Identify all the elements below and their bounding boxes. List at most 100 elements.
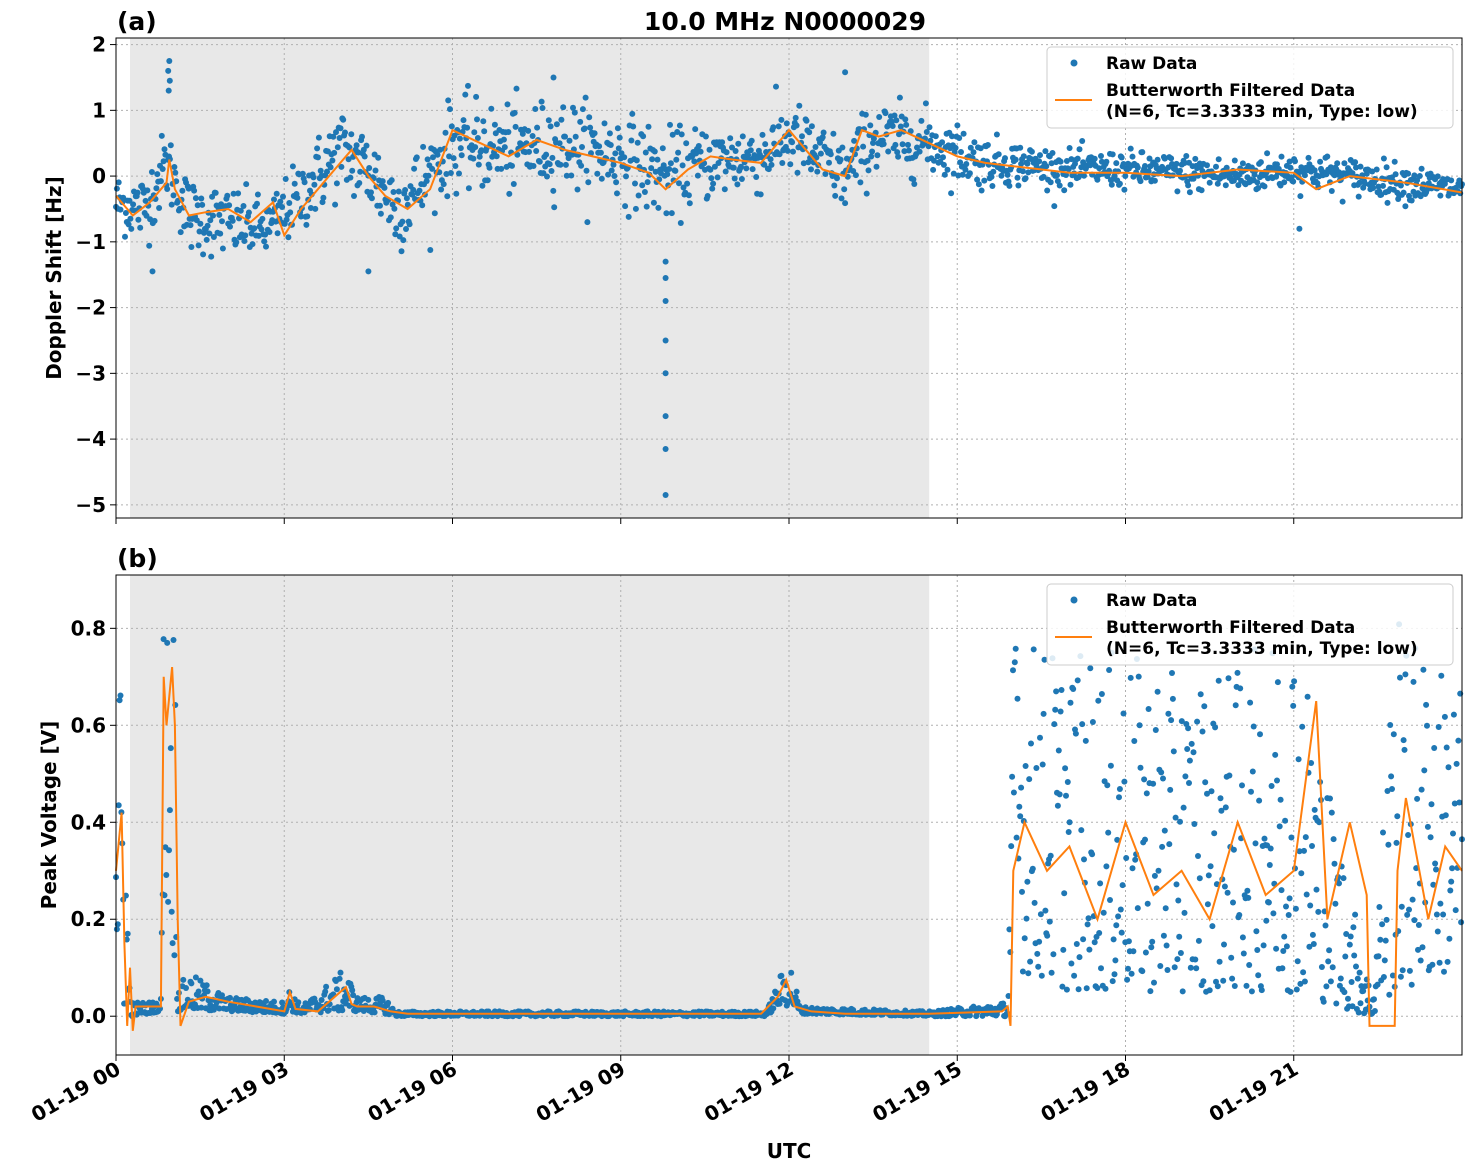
raw-data-point [1290, 178, 1297, 185]
raw-data-point [402, 187, 409, 193]
raw-data-point [1056, 791, 1063, 798]
raw-data-point [1431, 745, 1438, 751]
raw-data-point [1295, 756, 1302, 763]
raw-data-point [1278, 153, 1285, 160]
raw-data-point [1382, 937, 1389, 944]
raw-data-point [591, 130, 598, 137]
raw-data-point [1074, 677, 1081, 684]
raw-data-point [683, 140, 690, 147]
raw-data-point [1294, 958, 1301, 965]
raw-data-point [170, 192, 177, 199]
raw-data-point [1256, 797, 1263, 804]
raw-data-point [1353, 164, 1359, 171]
raw-data-point [776, 151, 783, 158]
raw-data-point [445, 97, 452, 104]
raw-data-point [113, 185, 120, 192]
raw-data-point [691, 158, 698, 165]
raw-data-point [1253, 928, 1260, 935]
raw-data-point [1123, 855, 1130, 861]
raw-data-point [486, 164, 493, 171]
raw-data-point [248, 230, 255, 237]
raw-data-point [301, 179, 308, 186]
raw-data-point [667, 160, 674, 167]
raw-data-point [1448, 878, 1455, 885]
raw-data-point [1349, 1003, 1356, 1010]
raw-data-point [165, 898, 172, 905]
raw-data-point [1214, 180, 1221, 187]
raw-data-point [1172, 814, 1179, 821]
raw-data-point [279, 999, 286, 1006]
raw-data-point [1282, 817, 1289, 824]
raw-data-point [1424, 823, 1431, 830]
raw-data-point [577, 118, 584, 125]
raw-data-point [1271, 165, 1278, 172]
raw-data-point [1023, 915, 1030, 922]
raw-data-outlier [550, 74, 557, 81]
raw-data-point [1215, 677, 1222, 684]
y-tick-label: 0.8 [71, 616, 106, 640]
x-tick-label: 01-19 06 [363, 1057, 461, 1127]
raw-data-point [156, 205, 163, 211]
raw-data-point [315, 134, 322, 141]
raw-data-point [738, 163, 744, 170]
raw-data-point [869, 148, 876, 155]
raw-data-point [569, 151, 576, 158]
raw-data-point [249, 241, 256, 248]
raw-data-point [491, 121, 498, 128]
raw-data-point [1113, 160, 1120, 167]
raw-data-point [1337, 975, 1344, 982]
raw-data-point [255, 232, 262, 239]
raw-data-point [1263, 917, 1270, 924]
raw-data-point [664, 171, 671, 178]
raw-data-point [1347, 933, 1354, 940]
legend-filtered-label: Butterworth Filtered Data [1106, 618, 1355, 638]
raw-data-point [388, 177, 395, 184]
raw-data-point [446, 153, 453, 160]
raw-data-point [902, 116, 909, 123]
raw-data-point [585, 179, 592, 186]
raw-data-point [1036, 158, 1043, 165]
raw-data-point [826, 159, 832, 166]
raw-data-point [1162, 905, 1169, 912]
raw-data-point [1375, 953, 1382, 960]
raw-data-point [314, 145, 321, 152]
raw-data-point [192, 974, 199, 981]
raw-data-point [615, 145, 622, 152]
raw-data-point [663, 210, 670, 217]
raw-data-point [897, 123, 904, 130]
raw-data-point [793, 988, 800, 995]
raw-data-point [349, 167, 356, 174]
raw-data-point [1020, 153, 1027, 160]
x-tick-label: 01-19 21 [1205, 1057, 1303, 1127]
raw-data-point [1377, 936, 1384, 943]
raw-data-point [1221, 883, 1228, 890]
raw-data-point [1261, 835, 1268, 842]
raw-data-point [473, 93, 480, 100]
raw-data-point [1119, 882, 1126, 889]
raw-data-point [1056, 182, 1063, 189]
raw-data-point [1084, 921, 1091, 928]
raw-data-point [411, 165, 418, 172]
raw-data-point [333, 180, 340, 187]
raw-data-point [1341, 160, 1348, 167]
raw-data-point [1402, 203, 1409, 210]
raw-data-point [1373, 166, 1380, 173]
raw-data-point [649, 156, 656, 163]
raw-data-point [338, 163, 345, 170]
raw-data-point [778, 116, 785, 123]
raw-data-point [513, 85, 520, 92]
raw-data-point [1155, 867, 1162, 874]
raw-data-point [1274, 777, 1280, 784]
raw-data-point [1441, 713, 1448, 720]
raw-data-point [1371, 1008, 1378, 1014]
raw-data-point [621, 154, 628, 161]
raw-data-point [1423, 701, 1430, 708]
raw-data-point [779, 160, 786, 166]
raw-data-outlier [662, 446, 669, 452]
raw-data-point [1033, 765, 1040, 771]
raw-data-point [837, 156, 844, 163]
raw-data-point [967, 144, 974, 151]
raw-data-point [207, 1001, 214, 1008]
raw-data-point [125, 221, 132, 228]
raw-data-point [1185, 725, 1192, 732]
